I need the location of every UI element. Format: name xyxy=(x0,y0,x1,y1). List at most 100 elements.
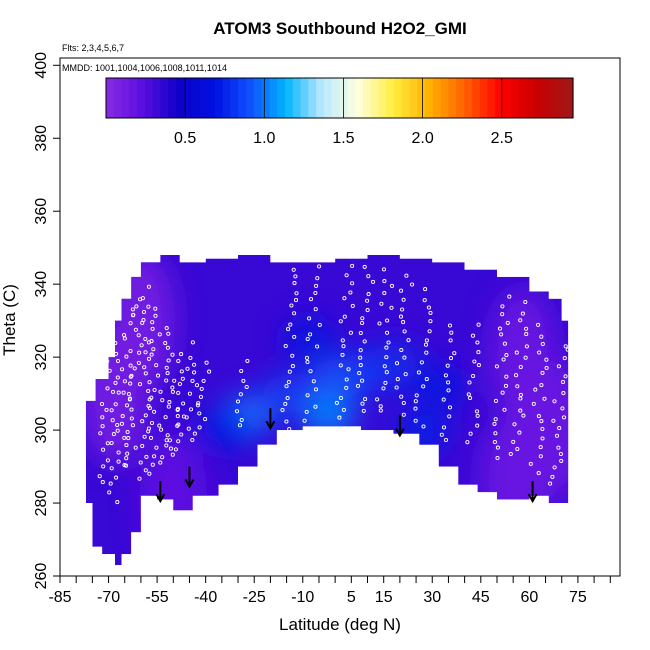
observation-point xyxy=(540,426,545,431)
observation-point xyxy=(560,379,566,385)
observation-point xyxy=(533,387,538,392)
observation-point xyxy=(558,451,563,457)
observation-point xyxy=(149,395,154,400)
x-tick-label: -55 xyxy=(146,589,169,606)
observation-point xyxy=(563,344,568,349)
observation-point xyxy=(158,389,163,394)
colorbar-swatch xyxy=(432,78,442,118)
colorbar-swatch xyxy=(144,78,154,118)
observation-point xyxy=(539,419,544,424)
x-tick-label: 15 xyxy=(375,589,393,606)
observation-point xyxy=(539,383,544,388)
colorbar-swatch xyxy=(471,78,481,118)
arrow-marker-4 xyxy=(527,481,538,504)
colorbar-swatch xyxy=(401,78,411,118)
observation-point xyxy=(524,344,529,349)
observation-point xyxy=(424,350,429,355)
observation-point xyxy=(284,384,289,389)
observation-point xyxy=(147,406,152,411)
observation-point xyxy=(292,334,297,339)
observation-point xyxy=(305,393,310,398)
observation-point xyxy=(552,399,557,404)
observation-point xyxy=(109,466,114,471)
observation-point xyxy=(176,390,181,395)
enhanced-region-9 xyxy=(195,410,248,451)
observation-point xyxy=(122,379,127,384)
observation-point xyxy=(167,400,172,405)
observation-point xyxy=(136,360,141,366)
observation-point xyxy=(536,471,541,476)
colorbar-tick-label: 1.0 xyxy=(253,130,275,147)
observation-point xyxy=(503,383,509,388)
observation-point xyxy=(245,358,250,364)
x-tick-label: -70 xyxy=(97,589,120,606)
colorbar-swatch xyxy=(495,78,504,118)
observation-point xyxy=(518,318,523,323)
observation-point xyxy=(406,338,411,343)
arrow-head xyxy=(155,493,166,504)
observation-point xyxy=(151,347,156,352)
observation-point xyxy=(515,446,520,452)
observation-point xyxy=(114,475,119,480)
observation-point xyxy=(170,452,175,457)
observation-point xyxy=(358,355,363,360)
observation-point xyxy=(508,451,513,457)
observation-point xyxy=(185,366,190,371)
observation-point xyxy=(556,364,561,369)
observation-point xyxy=(104,407,109,412)
y-tick-label: 300 xyxy=(33,417,50,444)
observation-point xyxy=(286,379,291,385)
arrow-head xyxy=(265,420,276,431)
observation-point xyxy=(190,378,195,383)
observation-point xyxy=(294,291,299,296)
observation-point xyxy=(362,339,367,344)
observation-point xyxy=(109,408,114,413)
observation-point xyxy=(133,327,138,332)
observation-point xyxy=(158,460,163,465)
observation-point xyxy=(128,374,133,379)
observation-point xyxy=(361,408,366,413)
observation-point xyxy=(517,430,522,435)
observation-point xyxy=(308,297,314,302)
observation-point xyxy=(179,352,184,357)
observation-point xyxy=(152,409,157,414)
x-axis-label: Latitude (deg N) xyxy=(279,615,401,634)
observation-point xyxy=(504,353,509,358)
colorbar-swatch xyxy=(292,78,302,118)
observation-point xyxy=(507,294,512,299)
observation-point xyxy=(560,406,565,411)
x-tick-label: 60 xyxy=(520,589,538,606)
observation-point xyxy=(110,418,115,423)
observation-point xyxy=(146,284,151,289)
observation-point xyxy=(413,406,418,411)
observation-point xyxy=(116,390,121,395)
observation-point xyxy=(385,330,390,335)
observation-point xyxy=(287,369,292,374)
arrow-head xyxy=(527,493,538,504)
observation-point xyxy=(381,267,387,272)
observation-point xyxy=(383,380,388,385)
observation-point xyxy=(192,362,197,367)
colorbar-swatch xyxy=(199,78,208,118)
observation-point xyxy=(143,371,148,376)
observation-point xyxy=(143,413,148,418)
observation-point xyxy=(402,355,407,360)
observation-point xyxy=(238,392,243,397)
observation-point xyxy=(524,326,529,331)
observation-point xyxy=(492,439,497,445)
observation-point xyxy=(398,314,404,319)
observation-point xyxy=(204,360,209,365)
observation-point xyxy=(518,396,523,401)
observation-point xyxy=(176,422,181,427)
colorbar-swatch xyxy=(549,78,559,118)
observation-point xyxy=(394,385,399,390)
colorbar-swatch xyxy=(362,78,372,118)
observation-point xyxy=(439,432,444,437)
observation-point xyxy=(124,403,130,408)
observation-point xyxy=(197,425,202,430)
y-tick-label: 360 xyxy=(33,198,50,225)
observation-point xyxy=(524,332,529,337)
observation-point xyxy=(428,319,433,324)
observation-point xyxy=(446,388,451,393)
arrow-head xyxy=(395,427,405,438)
